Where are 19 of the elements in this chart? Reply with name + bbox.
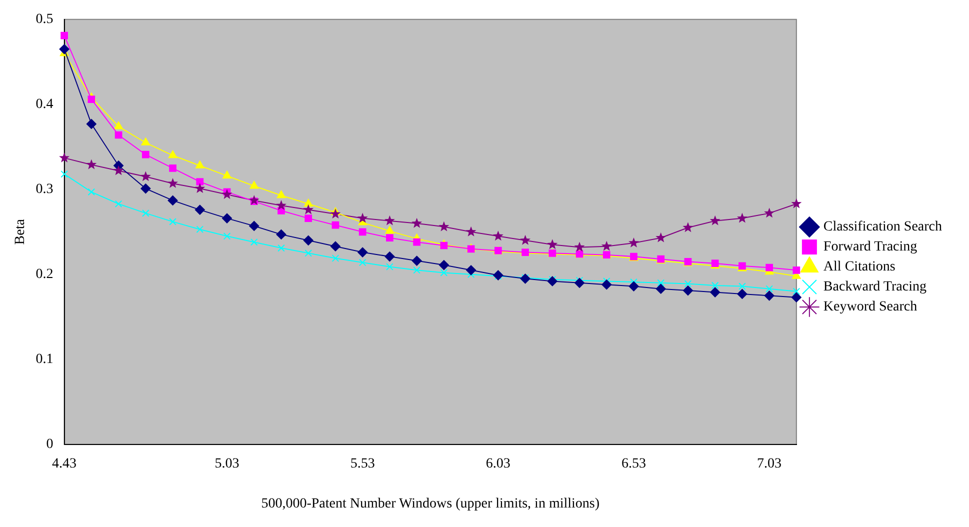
x-tick-label: 4.43 [52,456,77,472]
y-tick-label: 0.2 [36,267,54,282]
y-tick-label: 0.1 [36,352,54,368]
x-tick-label: 6.53 [621,456,646,472]
legend-label: All Citations [823,260,896,275]
y-tick-label: 0.5 [36,12,54,28]
legend-label: Keyword Search [823,300,918,315]
y-tick-label: 0.3 [36,182,54,198]
legend-label: Classification Search [823,220,942,235]
x-tick-label: 7.03 [757,456,782,472]
y-tick-label: 0.4 [36,97,54,112]
x-axis-title: 500,000-Patent Number Windows (upper limits, in millions) [261,496,600,512]
y-tick-label: 0 [46,437,54,452]
legend-label: Forward Tracing [823,240,918,255]
x-tick-label: 6.03 [486,456,510,472]
x-tick-label: 5.53 [350,456,375,472]
x-tick-label: 5.03 [214,456,240,472]
y-axis-title: Beta [13,218,28,245]
legend-label: Backward Tracing [823,280,926,295]
